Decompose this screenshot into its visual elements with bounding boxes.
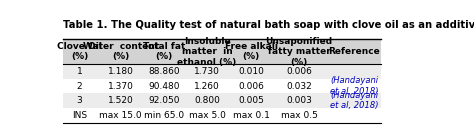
Text: 3: 3 <box>77 96 82 105</box>
Text: 1.730: 1.730 <box>194 67 220 76</box>
Text: 0.032: 0.032 <box>286 82 312 91</box>
Text: Unsaponified
fatty matter
(%): Unsaponified fatty matter (%) <box>265 37 332 67</box>
Text: INS: INS <box>72 111 87 120</box>
Text: 92.050: 92.050 <box>148 96 180 105</box>
Text: 1: 1 <box>77 67 82 76</box>
Text: 0.003: 0.003 <box>286 96 312 105</box>
Text: 90.480: 90.480 <box>148 82 180 91</box>
Text: 2: 2 <box>77 82 82 91</box>
Text: Table 1. The Quality test of natural bath soap with clove oil as an additive: Table 1. The Quality test of natural bat… <box>63 20 474 30</box>
Text: Clove Oil
(%): Clove Oil (%) <box>57 42 102 61</box>
Text: 88.860: 88.860 <box>148 67 180 76</box>
Text: 0.006: 0.006 <box>286 67 312 76</box>
Text: 0.010: 0.010 <box>238 67 264 76</box>
Text: Reference: Reference <box>328 47 380 56</box>
Text: 1.370: 1.370 <box>108 82 134 91</box>
Text: 0.800: 0.800 <box>194 96 220 105</box>
Text: Water  content
(%): Water content (%) <box>82 42 159 61</box>
Text: max 5.0: max 5.0 <box>189 111 226 120</box>
Text: (Handayani
et al, 2018): (Handayani et al, 2018) <box>330 91 378 110</box>
Text: max 0.1: max 0.1 <box>233 111 270 120</box>
Text: max 0.5: max 0.5 <box>281 111 318 120</box>
Text: max 15.0: max 15.0 <box>100 111 142 120</box>
Text: Insoluble
matter  in
ethanol (%): Insoluble matter in ethanol (%) <box>177 37 237 67</box>
Text: (Handayani
et al, 2018): (Handayani et al, 2018) <box>330 76 378 96</box>
Text: 0.006: 0.006 <box>238 82 264 91</box>
Text: 1.180: 1.180 <box>108 67 134 76</box>
Text: 0.005: 0.005 <box>238 96 264 105</box>
Text: 1.520: 1.520 <box>108 96 134 105</box>
Text: 1.260: 1.260 <box>194 82 220 91</box>
Text: min 65.0: min 65.0 <box>144 111 184 120</box>
Text: Free alkali
(%): Free alkali (%) <box>225 42 278 61</box>
Text: Total fat
(%): Total fat (%) <box>143 42 185 61</box>
